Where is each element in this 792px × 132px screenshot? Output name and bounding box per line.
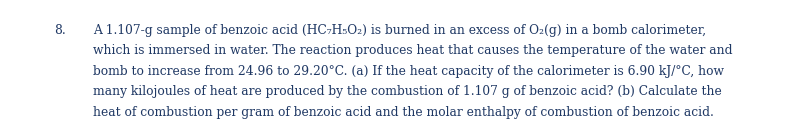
Text: heat of combustion per gram of benzoic acid and the molar enthalpy of combustion: heat of combustion per gram of benzoic a… (93, 106, 714, 119)
Text: 8.: 8. (54, 24, 66, 37)
Text: A 1.107-g sample of benzoic acid (HC₇H₅O₂) is burned in an excess of O₂(g) in a : A 1.107-g sample of benzoic acid (HC₇H₅O… (93, 24, 706, 37)
Text: bomb to increase from 24.96 to 29.20°C. (a) If the heat capacity of the calorime: bomb to increase from 24.96 to 29.20°C. … (93, 65, 725, 78)
Text: many kilojoules of heat are produced by the combustion of 1.107 g of benzoic aci: many kilojoules of heat are produced by … (93, 85, 722, 98)
Text: which is immersed in water. The reaction produces heat that causes the temperatu: which is immersed in water. The reaction… (93, 44, 733, 57)
